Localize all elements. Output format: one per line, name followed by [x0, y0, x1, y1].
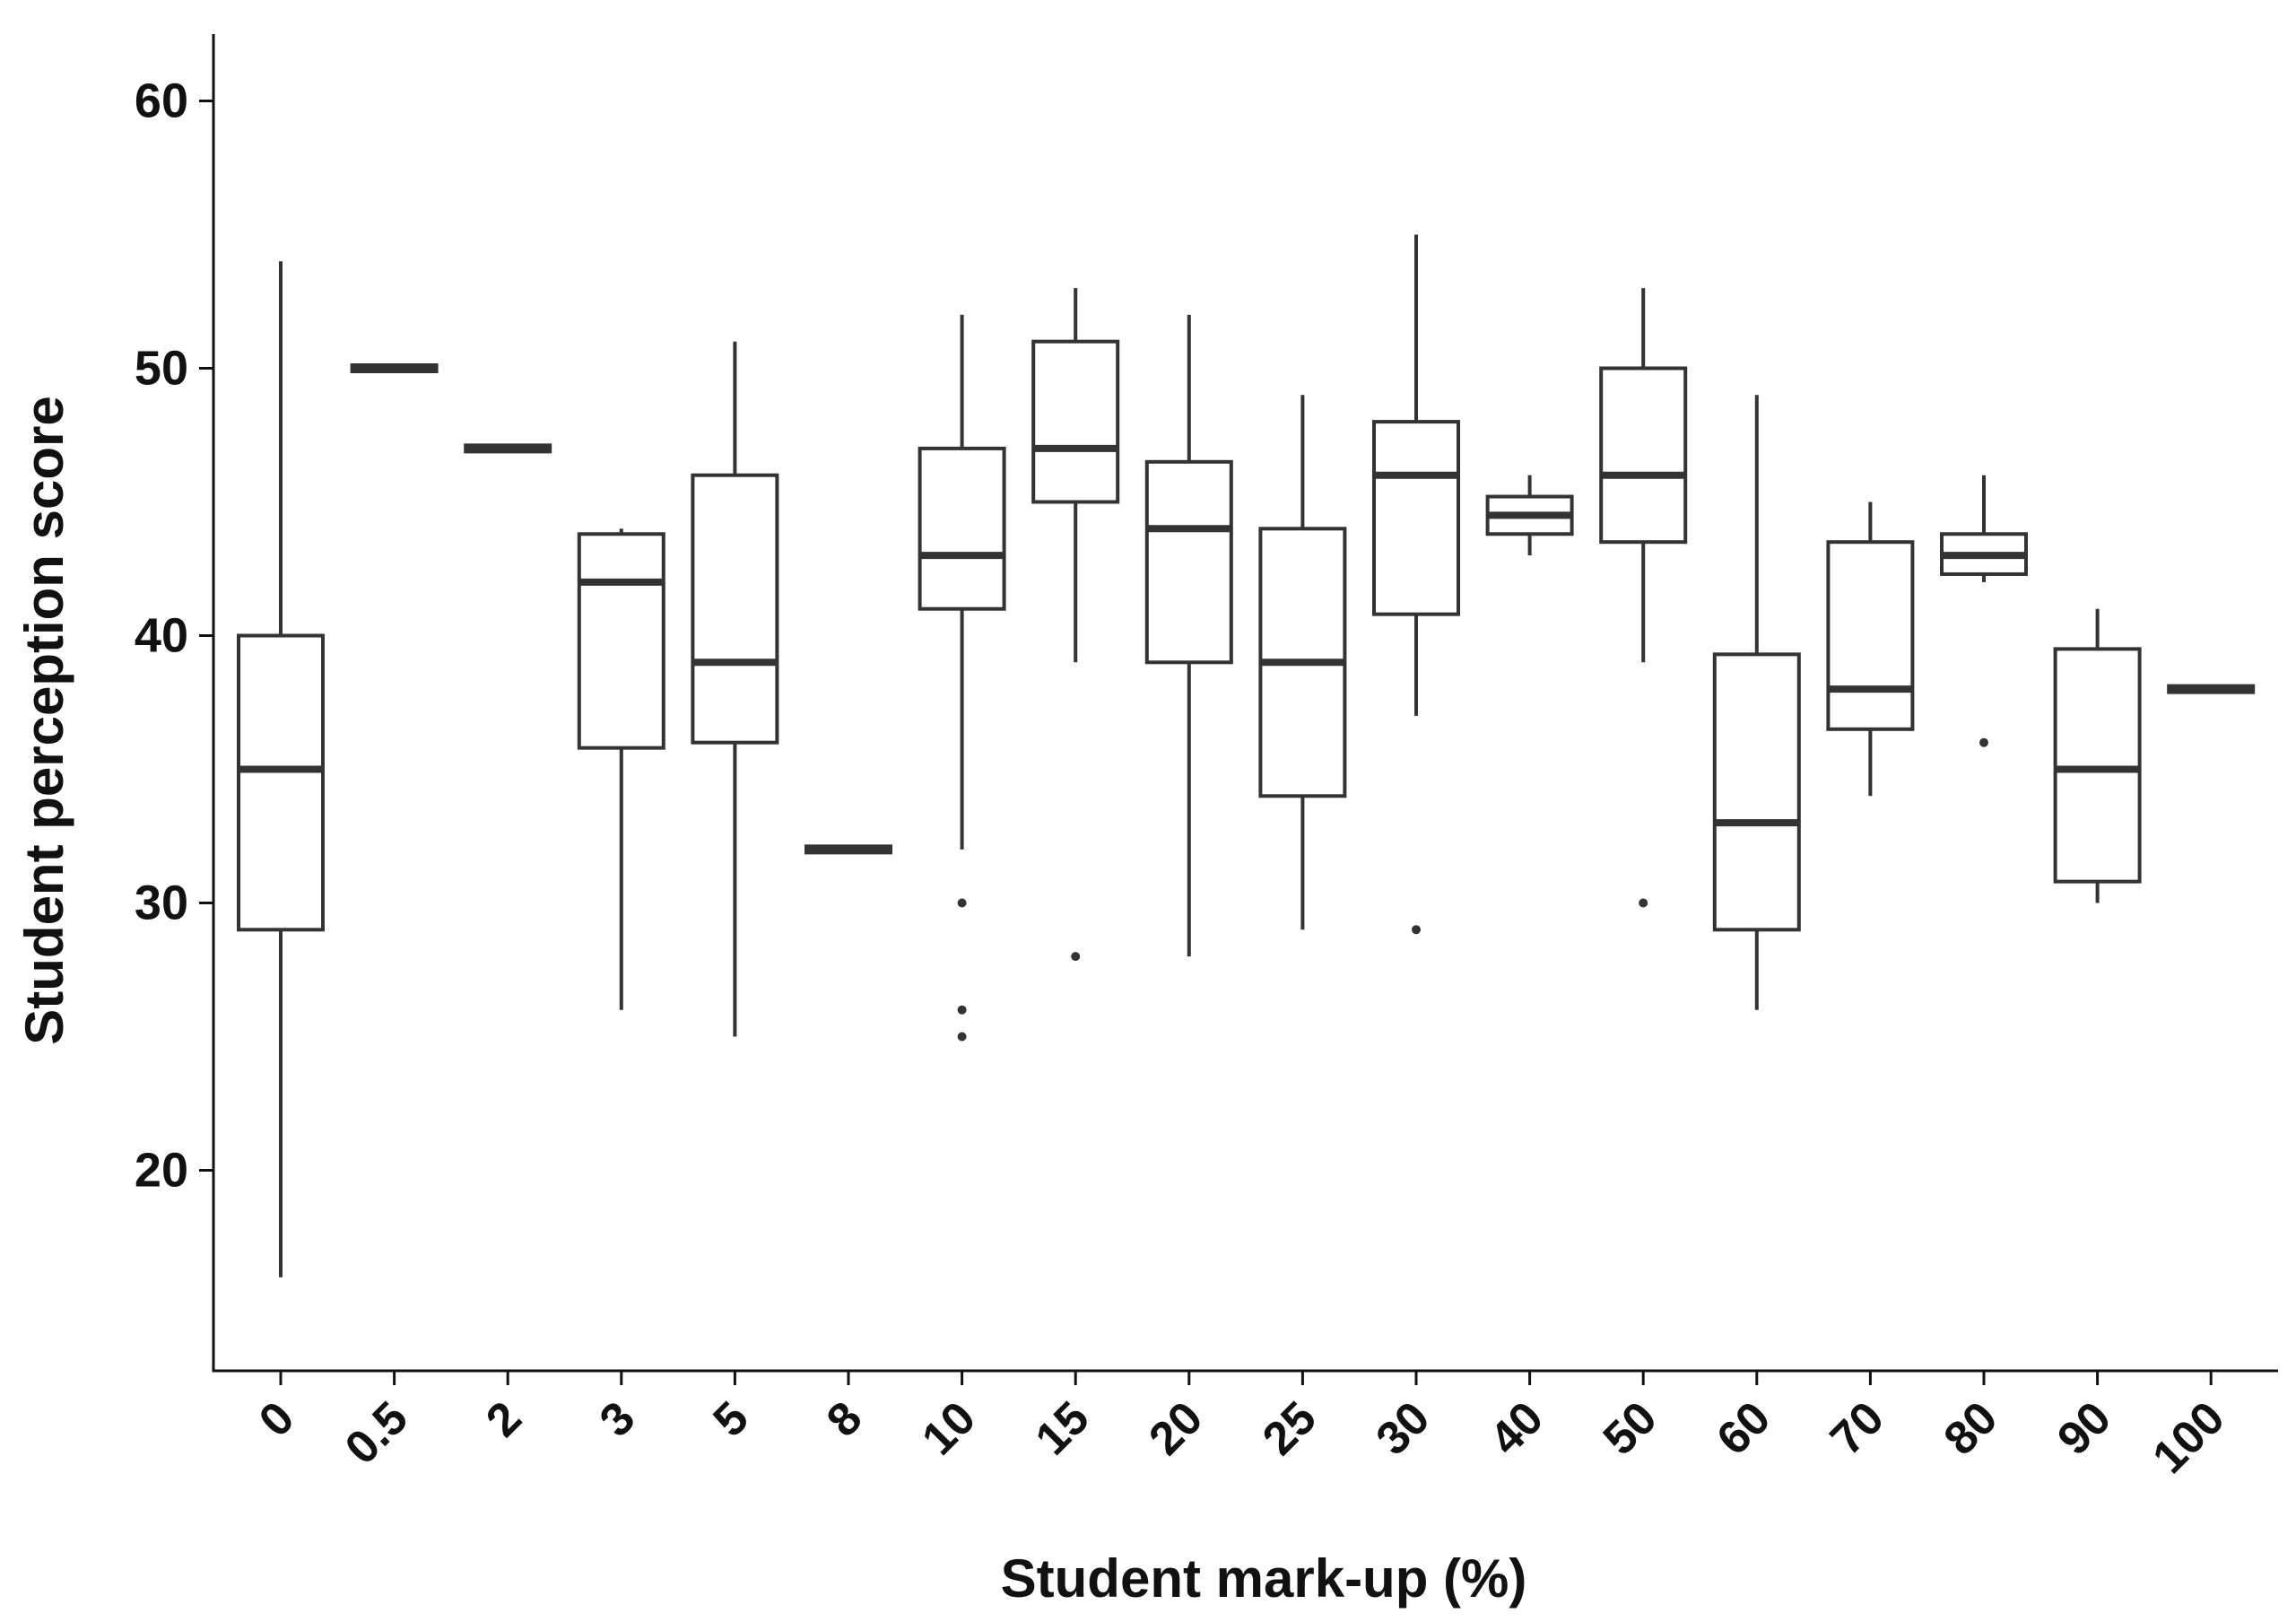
box-iqr	[1712, 652, 1801, 932]
x-tick-label: 15	[1026, 1391, 1100, 1465]
box-15	[1031, 288, 1120, 962]
box-iqr	[1372, 420, 1460, 616]
box-iqr	[237, 633, 325, 932]
box-iqr	[577, 532, 665, 750]
box-iqr	[691, 473, 779, 745]
box-40	[1485, 475, 1574, 556]
box-iqr	[918, 446, 1006, 611]
x-tick-label: 3	[590, 1391, 645, 1446]
x-tick-label: 0.5	[335, 1391, 418, 1474]
x-tick-label: 70	[1821, 1391, 1894, 1465]
outlier-point	[1639, 898, 1648, 908]
x-tick-label: 20	[1139, 1391, 1213, 1465]
box-25	[1258, 395, 1347, 930]
outlier-point	[957, 1005, 967, 1015]
x-tick-label: 2	[476, 1391, 531, 1446]
box-5	[691, 341, 779, 1037]
box-90	[2053, 608, 2142, 903]
box-0	[237, 261, 325, 1278]
box-3	[577, 528, 665, 1010]
box-60	[1712, 395, 1801, 1010]
x-ticks-layer: 0 0.5 2 3 5 8 10 15 20 25 30 40 50 60 70 80 90 100	[249, 1371, 2235, 1484]
box-iqr	[1826, 540, 1915, 731]
axes-layer	[212, 34, 2278, 1373]
x-tick-label: 25	[1253, 1391, 1326, 1465]
boxes-layer	[237, 234, 2256, 1278]
outlier-point	[957, 1032, 967, 1042]
outlier-point	[1071, 952, 1081, 962]
box-80	[1940, 475, 2028, 747]
y-tick-label: 20	[135, 1144, 188, 1198]
box-iqr	[2053, 647, 2142, 884]
box-10	[918, 314, 1006, 1042]
x-tick-label: 50	[1594, 1391, 1667, 1465]
box-50	[1599, 288, 1688, 908]
x-tick-label: 60	[1707, 1391, 1780, 1465]
box-30	[1372, 234, 1460, 935]
box-iqr	[1599, 366, 1688, 545]
y-tick-label: 50	[135, 342, 188, 396]
y-tick-label: 30	[135, 876, 188, 930]
y-tick-label: 40	[135, 609, 188, 663]
x-tick-label: 5	[703, 1391, 758, 1446]
outlier-point	[957, 898, 967, 908]
x-axis-label: Student mark-up (%)	[1001, 1548, 1527, 1609]
y-axis-label: Student perception score	[14, 396, 74, 1044]
outlier-point	[1979, 737, 1988, 747]
x-tick-label: 0	[249, 1391, 304, 1446]
box-20	[1144, 314, 1233, 957]
box-iqr	[1031, 339, 1120, 504]
box-iqr	[1144, 459, 1233, 665]
x-tick-label: 40	[1480, 1391, 1553, 1465]
x-tick-label: 80	[1935, 1391, 2008, 1465]
y-tick-label: 60	[135, 74, 188, 128]
x-tick-label: 30	[1367, 1391, 1440, 1465]
x-tick-label: 8	[817, 1391, 872, 1446]
box-70	[1826, 501, 1915, 797]
outlier-point	[1412, 925, 1421, 935]
y-ticks-layer: 20 30 40 50 60	[135, 74, 213, 1198]
x-tick-label: 90	[2048, 1391, 2121, 1465]
x-tick-label: 100	[2143, 1391, 2234, 1483]
x-tick-label: 10	[912, 1391, 986, 1465]
